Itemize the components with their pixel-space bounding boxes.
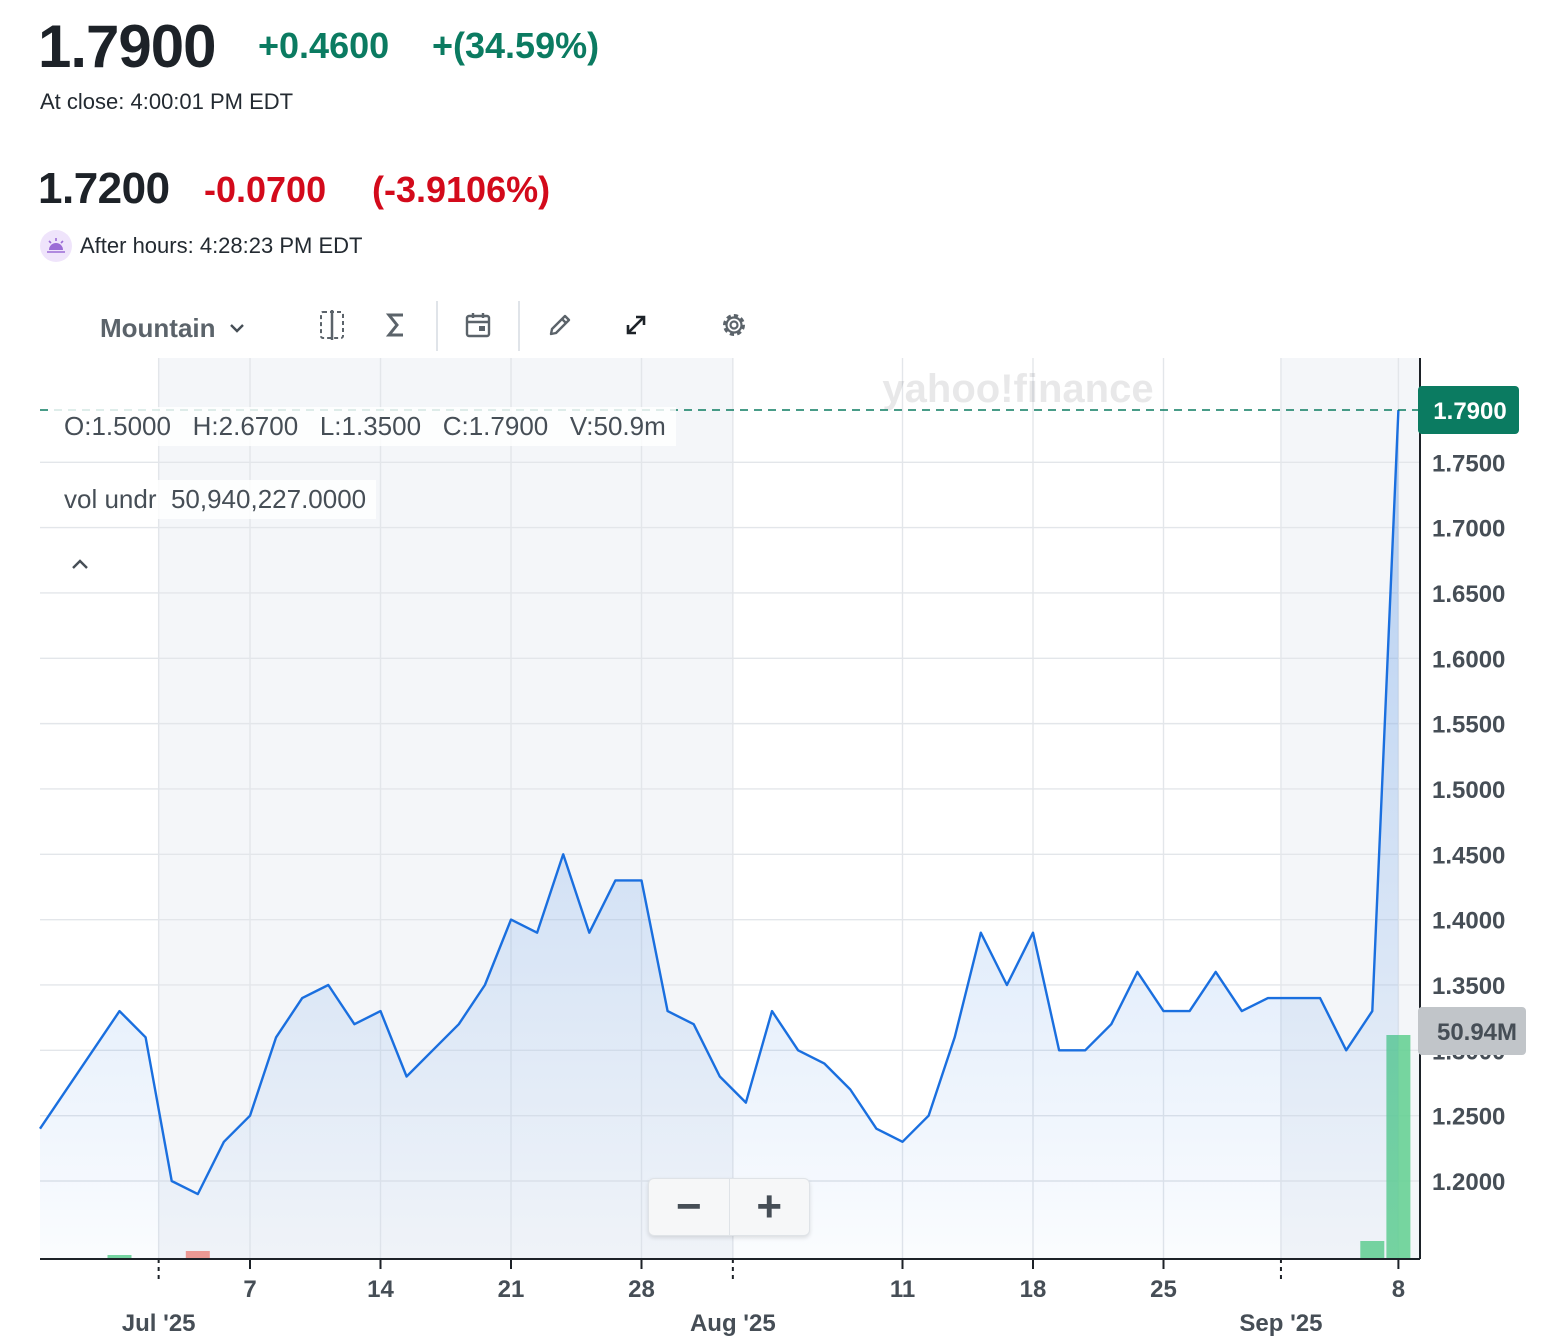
y-tick-label: 1.7500 <box>1432 450 1505 477</box>
y-tick-label: 1.2500 <box>1432 1104 1505 1131</box>
volume-indicator-name: vol undr <box>64 484 157 514</box>
events-button[interactable] <box>458 305 498 345</box>
chevron-down-icon <box>229 324 244 333</box>
y-tick-label: 1.7000 <box>1432 516 1505 543</box>
indicators-icon <box>385 313 403 337</box>
y-tick-label: 1.3500 <box>1432 973 1505 1000</box>
month-label: Jul '25 <box>122 1310 196 1337</box>
price-area <box>40 410 1399 1259</box>
y-tick-label: 1.6500 <box>1432 581 1505 608</box>
x-tick-label: 18 <box>1020 1276 1047 1303</box>
zoom-divider <box>728 1179 730 1235</box>
indicators-button[interactable] <box>376 305 416 345</box>
toolbar-divider <box>518 301 520 351</box>
yahoo-finance-watermark: yahoo!finance <box>882 367 1153 411</box>
compare-icon <box>320 310 344 340</box>
close-time: At close: 4:00:01 PM EDT <box>40 89 294 114</box>
x-tick-label: 25 <box>1150 1276 1177 1303</box>
expand-icon <box>626 315 646 335</box>
month-label: Aug '25 <box>690 1310 776 1337</box>
after-hours-change-percent: (-3.9106%) <box>372 169 551 210</box>
close-price: 1.7900 <box>38 13 217 80</box>
last-price-tag: 1.7900 <box>1418 386 1519 434</box>
x-tick-label: 14 <box>367 1276 394 1303</box>
x-tick-label: 11 <box>890 1276 915 1303</box>
chevron-up-icon <box>72 559 88 569</box>
toolbar-divider <box>436 301 438 351</box>
moon-icon <box>40 230 72 262</box>
zoom-in-button[interactable]: + <box>756 1182 783 1231</box>
close-change-percent: +(34.59%) <box>432 25 600 66</box>
x-tick-label: 28 <box>628 1276 655 1303</box>
volume-indicator: vol undr 50,940,227.0000 <box>54 480 377 519</box>
volume-label: 50.94M <box>1437 1019 1517 1046</box>
zoom-controls: − + <box>648 1178 810 1236</box>
month-label: Sep '25 <box>1239 1310 1322 1337</box>
chart-type-dropdown[interactable]: Mountain <box>100 306 248 350</box>
zoom-out-button[interactable]: − <box>675 1182 702 1231</box>
expand-button[interactable] <box>616 305 656 345</box>
last-price-label: 1.7900 <box>1433 398 1506 425</box>
x-tick-label: 21 <box>498 1276 525 1303</box>
y-tick-label: 1.6000 <box>1432 646 1505 673</box>
y-tick-label: 1.2000 <box>1432 1169 1505 1196</box>
volume-tag: 50.94M <box>1418 1007 1526 1055</box>
after-hours-change: -0.0700 <box>204 169 327 210</box>
compare-button[interactable] <box>312 305 352 345</box>
settings-button[interactable] <box>714 305 754 345</box>
y-tick-label: 1.4000 <box>1432 908 1505 935</box>
collapse-button[interactable] <box>64 548 96 580</box>
calendar-icon <box>465 313 491 338</box>
after-hours-time: After hours: 4:28:23 PM EDT <box>80 233 363 258</box>
close-change: +0.4600 <box>258 25 390 66</box>
x-tick-label: 7 <box>243 1276 256 1303</box>
pencil-icon <box>549 314 571 336</box>
gear-icon <box>723 314 745 336</box>
draw-button[interactable] <box>540 305 580 345</box>
volume-indicator-value: 50,940,227.0000 <box>170 484 367 514</box>
chart-type-label: Mountain <box>100 312 216 343</box>
y-tick-label: 1.4500 <box>1432 842 1505 869</box>
price-line <box>39 409 1400 1196</box>
x-tick-label: 8 <box>1392 1276 1405 1303</box>
y-tick-label: 1.5500 <box>1432 712 1505 739</box>
ohlc-readout: O:1.5000 H:2.6700 L:1.3500 C:1.7900 V:50… <box>54 407 676 446</box>
after-hours-price: 1.7200 <box>38 164 170 213</box>
y-tick-label: 1.5000 <box>1432 777 1505 804</box>
